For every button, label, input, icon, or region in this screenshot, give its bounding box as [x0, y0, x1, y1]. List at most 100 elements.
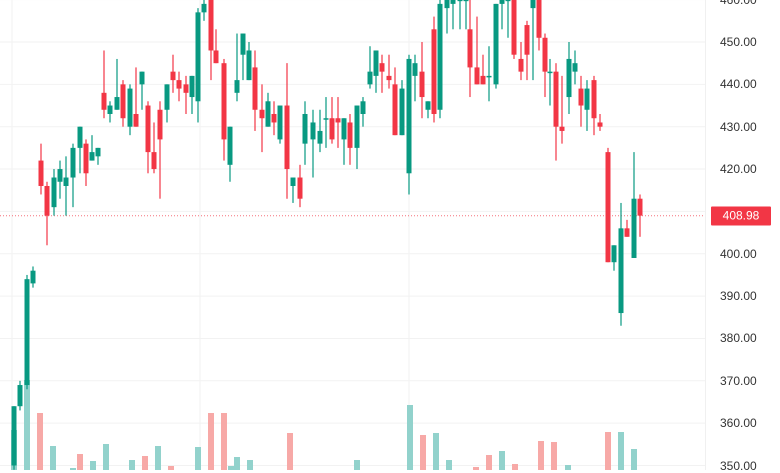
candle-body	[584, 88, 590, 110]
candle-body	[170, 71, 176, 81]
price-tick-label: 450.00	[720, 35, 757, 49]
candle-body	[536, 0, 542, 38]
candle-body	[547, 71, 553, 74]
candle-body	[297, 177, 303, 199]
candle-body	[450, 0, 456, 4]
volume-bar	[142, 456, 148, 470]
candle-body	[89, 152, 95, 161]
candle-body	[518, 58, 524, 72]
candle-body	[591, 80, 597, 119]
candle-body	[213, 50, 219, 64]
candle-body	[77, 126, 83, 148]
candle-body	[234, 80, 240, 93]
volume-bar	[129, 460, 135, 470]
candle-body	[107, 105, 113, 114]
volume-bar	[565, 465, 571, 470]
candle-body	[605, 152, 611, 263]
candle-body	[120, 84, 126, 119]
candle-body	[183, 84, 189, 93]
volume-bar	[538, 441, 544, 470]
candle-body	[151, 152, 157, 170]
candle-body	[347, 122, 353, 148]
candle-body	[511, 0, 517, 55]
candle-body	[323, 118, 329, 120]
candle-body	[195, 12, 201, 102]
price-axis[interactable]: 460.00450.00440.00430.00420.00410.00400.…	[705, 0, 780, 473]
candle-body	[201, 3, 207, 13]
candle-body	[360, 101, 366, 114]
volume-bar	[420, 435, 426, 470]
candle-body	[95, 147, 101, 157]
candle-body	[114, 97, 120, 110]
candle-body	[379, 63, 385, 72]
candle-body	[474, 67, 480, 85]
candle-body	[51, 177, 57, 208]
candlestick-chart[interactable]	[0, 0, 705, 470]
candle-body	[164, 84, 170, 110]
candle-body	[335, 118, 341, 123]
candle-body	[367, 71, 373, 85]
candle-body	[505, 0, 511, 2]
volume-bar	[50, 446, 56, 470]
price-tick-label: 400.00	[720, 246, 757, 261]
candle-body	[310, 122, 316, 140]
volume-bar	[473, 467, 479, 470]
candle-body	[392, 84, 398, 136]
candle-body	[265, 101, 271, 127]
candle-body	[611, 245, 617, 263]
volume-bar	[433, 433, 439, 470]
volume-bar	[234, 457, 240, 470]
price-tick-label: 380.00	[720, 331, 757, 346]
volume-bar	[247, 460, 253, 470]
candle-body	[637, 198, 643, 216]
candle-body	[259, 109, 265, 119]
candle-body	[419, 71, 425, 98]
candle-body	[157, 109, 163, 140]
candle-body	[425, 101, 431, 110]
candle-body	[618, 228, 624, 314]
candle-body	[44, 185, 50, 216]
candle-body	[176, 80, 182, 89]
candle-body	[566, 58, 572, 98]
candle-body	[101, 92, 107, 110]
candle-body	[467, 29, 473, 68]
candle-body	[524, 25, 530, 55]
candle-body	[246, 50, 252, 81]
candle-body	[227, 126, 233, 165]
last-price-label: 408.98	[711, 206, 771, 226]
chart-plot[interactable]	[0, 0, 705, 470]
candle-body	[597, 122, 603, 127]
candle-body	[83, 143, 89, 174]
candle-body	[221, 63, 227, 140]
candle-body	[572, 63, 578, 72]
candle-body	[24, 279, 30, 386]
candle-body	[30, 270, 36, 284]
candle-body	[290, 177, 296, 186]
price-tick-label: 360.00	[720, 416, 757, 431]
volume-bar	[551, 442, 557, 470]
candle-body	[252, 67, 258, 110]
candle-body	[480, 75, 486, 85]
candle-body	[133, 113, 139, 127]
candle-body	[271, 113, 277, 123]
volume-bar	[618, 432, 624, 470]
candle-body	[145, 105, 151, 153]
candle-body	[127, 88, 133, 127]
candle-body	[63, 177, 69, 186]
candle-body	[354, 105, 360, 148]
volume-bar	[221, 413, 227, 470]
price-tick-label: 390.00	[720, 289, 757, 304]
volume-bar	[195, 447, 201, 470]
candle-body	[457, 0, 463, 2]
candle-body	[329, 118, 335, 140]
price-tick-label: 420.00	[720, 162, 757, 177]
candle-body	[437, 3, 443, 110]
volume-bar	[228, 466, 234, 470]
candle-body	[277, 105, 283, 140]
candle-body	[240, 33, 246, 55]
volume-bar	[287, 433, 293, 470]
volume-bar	[70, 468, 76, 470]
volume-bar	[631, 449, 637, 470]
volume-bar	[512, 464, 518, 470]
candle-body	[486, 75, 492, 78]
